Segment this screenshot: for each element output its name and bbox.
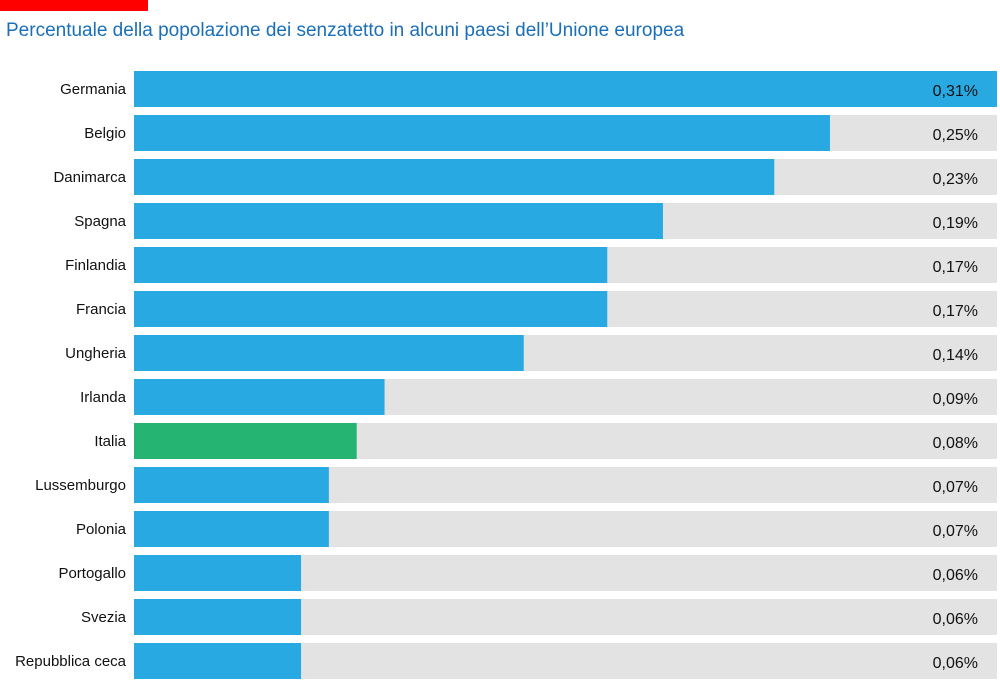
bar-lussemburgo	[134, 467, 329, 503]
bar-irlanda	[134, 379, 385, 415]
category-label-finlandia: Finlandia	[65, 257, 127, 274]
category-label-francia: Francia	[76, 301, 127, 318]
value-label-germania: 0,31%	[933, 83, 978, 100]
value-label-finlandia: 0,17%	[933, 259, 978, 276]
value-label-spagna: 0,19%	[933, 215, 978, 232]
value-label-lussemburgo: 0,07%	[933, 479, 978, 496]
value-label-repubblica-ceca: 0,06%	[933, 655, 978, 672]
category-label-lussemburgo: Lussemburgo	[35, 477, 126, 494]
value-label-ungheria: 0,14%	[933, 347, 978, 364]
value-label-danimarca: 0,23%	[933, 171, 978, 188]
value-label-portogallo: 0,06%	[933, 567, 978, 584]
bar-italia	[134, 423, 357, 459]
bar-finlandia	[134, 247, 608, 283]
value-label-francia: 0,17%	[933, 303, 978, 320]
category-label-danimarca: Danimarca	[53, 169, 126, 186]
bar-repubblica-ceca	[134, 643, 302, 679]
bar-svezia	[134, 599, 302, 635]
value-label-belgio: 0,25%	[933, 127, 978, 144]
category-label-italia: Italia	[94, 433, 126, 450]
bar-portogallo	[134, 555, 302, 591]
brand-accent-bar	[0, 0, 148, 11]
category-label-germania: Germania	[60, 81, 127, 98]
category-label-ungheria: Ungheria	[65, 345, 127, 362]
value-label-italia: 0,08%	[933, 435, 978, 452]
category-label-spagna: Spagna	[74, 213, 126, 230]
category-label-irlanda: Irlanda	[80, 389, 127, 406]
category-label-polonia: Polonia	[76, 521, 127, 538]
bar-germania	[134, 71, 997, 107]
bar-belgio	[134, 115, 830, 151]
bar-spagna	[134, 203, 663, 239]
bar-polonia	[134, 511, 329, 547]
bar-ungheria	[134, 335, 524, 371]
value-label-irlanda: 0,09%	[933, 391, 978, 408]
category-label-belgio: Belgio	[84, 125, 126, 142]
bar-danimarca	[134, 159, 775, 195]
value-label-polonia: 0,07%	[933, 523, 978, 540]
chart-title: Percentuale della popolazione dei senzat…	[6, 20, 685, 41]
category-label-svezia: Svezia	[81, 609, 127, 626]
category-label-repubblica-ceca: Repubblica ceca	[15, 653, 127, 670]
value-label-svezia: 0,06%	[933, 611, 978, 628]
bar-francia	[134, 291, 608, 327]
category-label-portogallo: Portogallo	[58, 565, 126, 582]
